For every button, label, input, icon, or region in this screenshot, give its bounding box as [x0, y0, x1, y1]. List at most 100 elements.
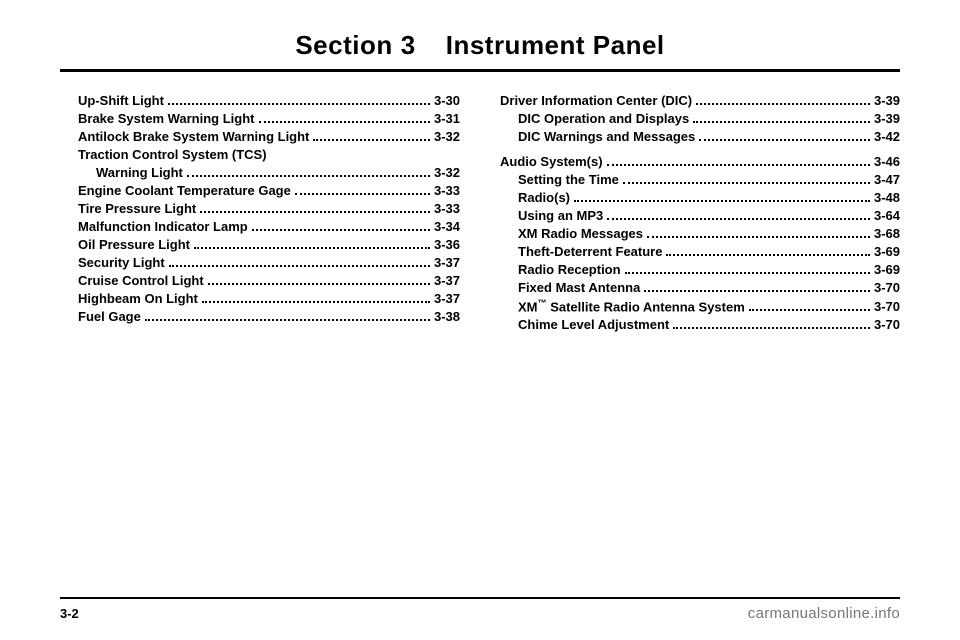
toc-entry: Brake System Warning Light 3-31: [60, 111, 460, 126]
divider-top: [60, 69, 900, 72]
toc-label: Tire Pressure Light: [78, 201, 196, 216]
toc-leader: [252, 221, 430, 231]
footer-row: 3-2 carmanualsonline.info: [60, 605, 900, 622]
toc-leader: [749, 301, 870, 311]
toc-page: 3-32: [434, 165, 460, 180]
toc-page: 3-69: [874, 262, 900, 277]
toc-label: DIC Warnings and Messages: [518, 129, 695, 144]
toc-leader: [145, 311, 430, 321]
toc-entry: Traction Control System (TCS): [60, 147, 460, 162]
toc-label: Theft-Deterrent Feature: [518, 244, 662, 259]
toc-leader: [200, 203, 430, 213]
toc-entry: Radio(s) 3-48: [500, 190, 900, 205]
toc-page: 3-37: [434, 273, 460, 288]
toc-label: Radio(s): [518, 190, 570, 205]
toc-label: Chime Level Adjustment: [518, 317, 669, 332]
toc-heading: Driver Information Center (DIC)3-39: [500, 93, 900, 108]
toc-page: 3-70: [874, 299, 900, 314]
toc-leader: [644, 282, 870, 292]
toc-entry: Fuel Gage 3-38: [60, 309, 460, 324]
toc-leader: [673, 319, 870, 329]
toc-entry: XM™ Satellite Radio Antenna System 3-70: [500, 298, 900, 314]
toc-leader: [259, 113, 430, 123]
toc-label: Fixed Mast Antenna: [518, 280, 640, 295]
watermark: carmanualsonline.info: [748, 605, 900, 622]
toc-entry: Malfunction Indicator Lamp3-34: [60, 219, 460, 234]
section-number: 3: [401, 30, 416, 60]
page-number: 3-2: [60, 606, 79, 621]
toc-entry: Theft-Deterrent Feature 3-69: [500, 244, 900, 259]
toc-entry: Antilock Brake System Warning Light 3-32: [60, 129, 460, 144]
section-name: Instrument Panel: [446, 30, 665, 60]
toc-label: Oil Pressure Light: [78, 237, 190, 252]
toc-page: 3-32: [434, 129, 460, 144]
toc-leader: [699, 131, 870, 141]
toc-page: 3-47: [874, 172, 900, 187]
toc-leader: [666, 246, 870, 256]
toc-label: Using an MP3: [518, 208, 603, 223]
footer: 3-2 carmanualsonline.info: [60, 597, 900, 622]
toc-leader: [607, 210, 870, 220]
toc-label: DIC Operation and Displays: [518, 111, 689, 126]
toc-label: XM Radio Messages: [518, 226, 643, 241]
toc-entry: Tire Pressure Light 3-33: [60, 201, 460, 216]
toc-label: Radio Reception: [518, 262, 621, 277]
toc-page: 3-34: [434, 219, 460, 234]
toc-entry: Warning Light 3-32: [60, 165, 460, 180]
toc-leader: [169, 257, 430, 267]
toc-leader: [696, 95, 870, 105]
toc-leader: [202, 293, 430, 303]
toc-leader: [623, 174, 870, 184]
toc-entry: Security Light3-37: [60, 255, 460, 270]
toc-entry: Setting the Time 3-47: [500, 172, 900, 187]
toc-page: 3-70: [874, 280, 900, 295]
page: Section 3 Instrument Panel Up-Shift Light 3…: [0, 0, 960, 640]
toc-label: Fuel Gage: [78, 309, 141, 324]
toc-label: Brake System Warning Light: [78, 111, 255, 126]
toc-page: 3-48: [874, 190, 900, 205]
toc-leader: [647, 228, 870, 238]
toc-page: 3-38: [434, 309, 460, 324]
toc-page: 3-39: [874, 111, 900, 126]
toc-entry: Radio Reception 3-69: [500, 262, 900, 277]
toc-label: Traction Control System (TCS): [78, 147, 267, 162]
toc-page: 3-42: [874, 129, 900, 144]
toc-entry: Highbeam On Light 3-37: [60, 291, 460, 306]
toc-label: Audio System(s): [500, 154, 603, 169]
toc-page: 3-33: [434, 183, 460, 198]
toc-page: 3-31: [434, 111, 460, 126]
toc-page: 3-69: [874, 244, 900, 259]
toc-entry: Engine Coolant Temperature Gage3-33: [60, 183, 460, 198]
toc-leader: [187, 167, 430, 177]
toc-label: Up-Shift Light: [78, 93, 164, 108]
toc-label: Setting the Time: [518, 172, 619, 187]
toc-page: 3-37: [434, 255, 460, 270]
toc-leader: [313, 131, 430, 141]
toc-page: 3-30: [434, 93, 460, 108]
section-word: Section: [295, 30, 392, 60]
toc-label: XM™ Satellite Radio Antenna System: [518, 298, 745, 314]
toc-label: Warning Light: [96, 165, 183, 180]
toc-label: Antilock Brake System Warning Light: [78, 129, 309, 144]
toc-leader: [625, 264, 870, 274]
toc-label: Highbeam On Light: [78, 291, 198, 306]
toc-entry: DIC Operation and Displays 3-39: [500, 111, 900, 126]
divider-bottom: [60, 597, 900, 599]
toc-heading: Audio System(s) 3-46: [500, 154, 900, 169]
toc-entry: Chime Level Adjustment3-70: [500, 317, 900, 332]
toc-entry: Oil Pressure Light 3-36: [60, 237, 460, 252]
toc-page: 3-46: [874, 154, 900, 169]
section-title: Section 3 Instrument Panel: [60, 30, 900, 61]
toc-page: 3-36: [434, 237, 460, 252]
toc-entry: XM Radio Messages3-68: [500, 226, 900, 241]
toc-leader: [574, 192, 870, 202]
toc-leader: [607, 156, 870, 166]
toc-entry: Fixed Mast Antenna 3-70: [500, 280, 900, 295]
toc-page: 3-37: [434, 291, 460, 306]
toc-leader: [168, 95, 430, 105]
toc-left-column: Up-Shift Light 3-30 Brake System Warning L…: [60, 90, 460, 335]
toc-entry: Using an MP33-64: [500, 208, 900, 223]
toc-page: 3-33: [434, 201, 460, 216]
toc-leader: [194, 239, 430, 249]
toc-entry: Up-Shift Light 3-30: [60, 93, 460, 108]
